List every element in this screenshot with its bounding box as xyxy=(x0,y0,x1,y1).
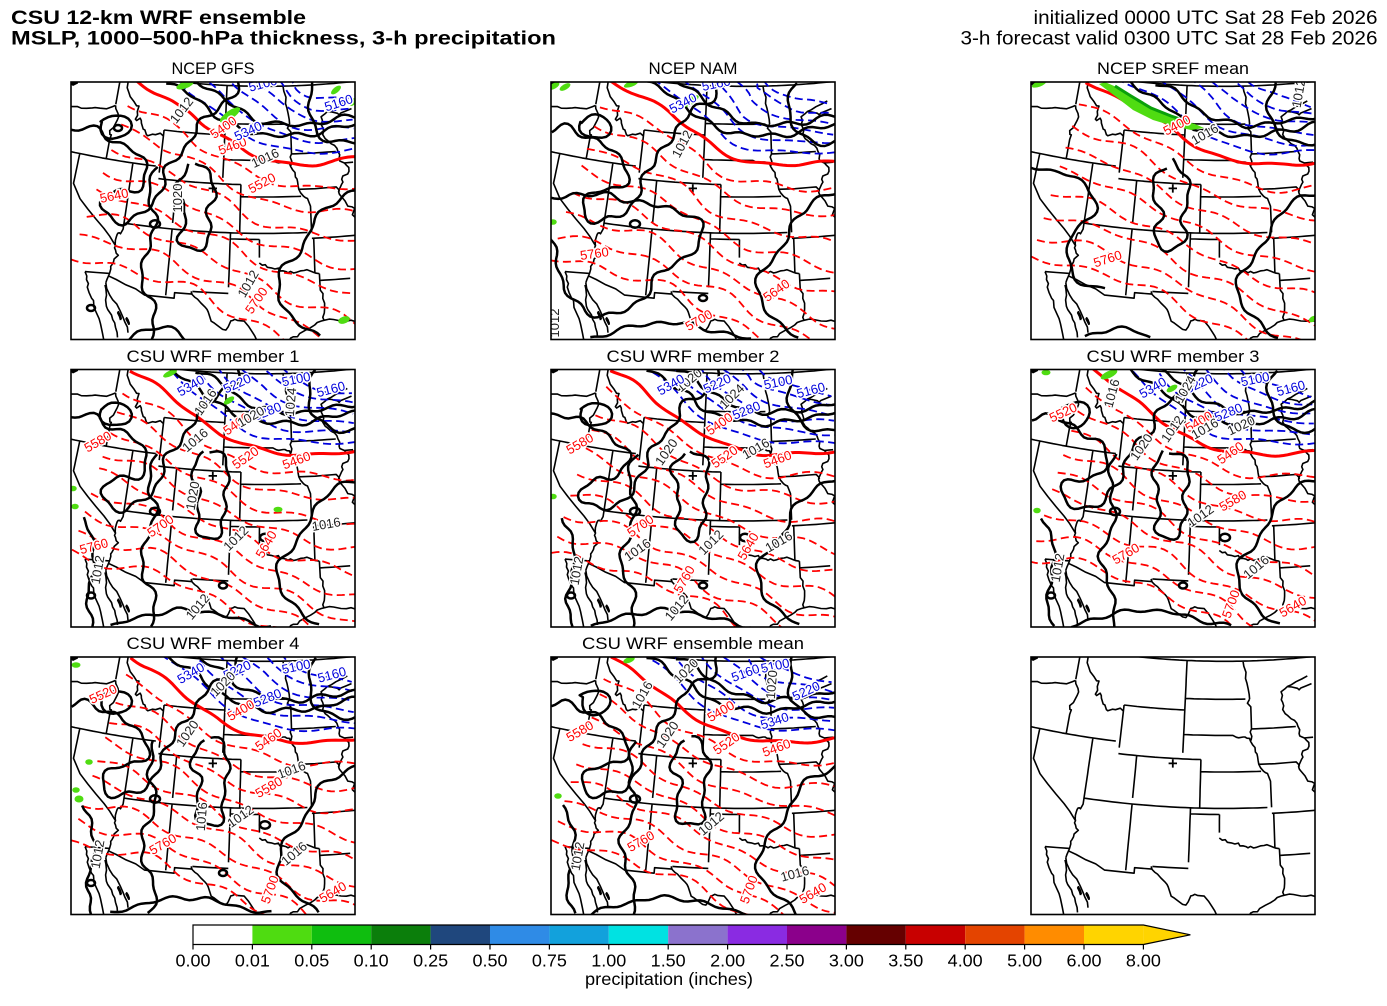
svg-text:1016: 1016 xyxy=(311,514,342,534)
svg-text:CSU 12-km WRF ensemble: CSU 12-km WRF ensemble xyxy=(11,8,306,29)
svg-text:1.00: 1.00 xyxy=(591,951,626,971)
svg-text:1012: 1012 xyxy=(88,839,108,870)
svg-text:1012: 1012 xyxy=(568,841,588,872)
svg-text:initialized 0000 UTC Sat 28 Fe: initialized 0000 UTC Sat 28 Feb 2026 xyxy=(1034,8,1378,29)
svg-text:5760: 5760 xyxy=(579,244,610,263)
svg-text:NCEP SREF mean: NCEP SREF mean xyxy=(1097,59,1249,78)
svg-text:CSU WRF member 4: CSU WRF member 4 xyxy=(127,634,300,653)
svg-text:4.00: 4.00 xyxy=(948,951,983,971)
svg-text:3.00: 3.00 xyxy=(829,951,864,971)
svg-text:CSU WRF ensemble mean: CSU WRF ensemble mean xyxy=(582,634,804,653)
svg-text:CSU WRF member 1: CSU WRF member 1 xyxy=(127,347,300,366)
svg-text:1016: 1016 xyxy=(193,802,210,832)
svg-text:5100: 5100 xyxy=(280,369,311,390)
svg-text:6.00: 6.00 xyxy=(1067,951,1102,971)
svg-text:0.10: 0.10 xyxy=(354,951,389,971)
svg-text:2.50: 2.50 xyxy=(770,951,805,971)
svg-text:1012: 1012 xyxy=(1048,552,1068,583)
svg-text:1012: 1012 xyxy=(567,555,587,586)
svg-text:0.01: 0.01 xyxy=(235,951,270,971)
svg-text:1.50: 1.50 xyxy=(651,951,686,971)
svg-text:NCEP GFS: NCEP GFS xyxy=(172,59,255,78)
svg-text:1020: 1020 xyxy=(763,670,780,700)
svg-text:1020: 1020 xyxy=(183,480,203,511)
svg-text:1020: 1020 xyxy=(170,184,185,213)
svg-text:NCEP NAM: NCEP NAM xyxy=(649,59,738,78)
svg-text:MSLP, 1000–500-hPa thickness,: MSLP, 1000–500-hPa thickness, 3-h precip… xyxy=(11,29,556,50)
svg-text:1012: 1012 xyxy=(1289,78,1309,109)
svg-text:1012: 1012 xyxy=(88,554,108,585)
svg-text:3-h forecast valid 0300 UTC Sa: 3-h forecast valid 0300 UTC Sat 28 Feb 2… xyxy=(961,29,1378,50)
svg-text:precipitation (inches): precipitation (inches) xyxy=(585,969,753,989)
svg-text:8.00: 8.00 xyxy=(1126,951,1161,971)
svg-text:3.50: 3.50 xyxy=(888,951,923,971)
svg-text:5.00: 5.00 xyxy=(1007,951,1042,971)
svg-text:1024: 1024 xyxy=(282,387,299,417)
svg-text:0.00: 0.00 xyxy=(176,951,211,971)
svg-text:0.25: 0.25 xyxy=(413,951,448,971)
svg-text:CSU WRF member 2: CSU WRF member 2 xyxy=(607,347,780,366)
svg-text:1012: 1012 xyxy=(547,309,562,338)
svg-text:0.50: 0.50 xyxy=(473,951,508,971)
svg-text:CSU WRF member 3: CSU WRF member 3 xyxy=(1087,347,1260,366)
svg-text:0.75: 0.75 xyxy=(532,951,567,971)
svg-text:2.00: 2.00 xyxy=(710,951,745,971)
svg-text:0.05: 0.05 xyxy=(294,951,329,971)
